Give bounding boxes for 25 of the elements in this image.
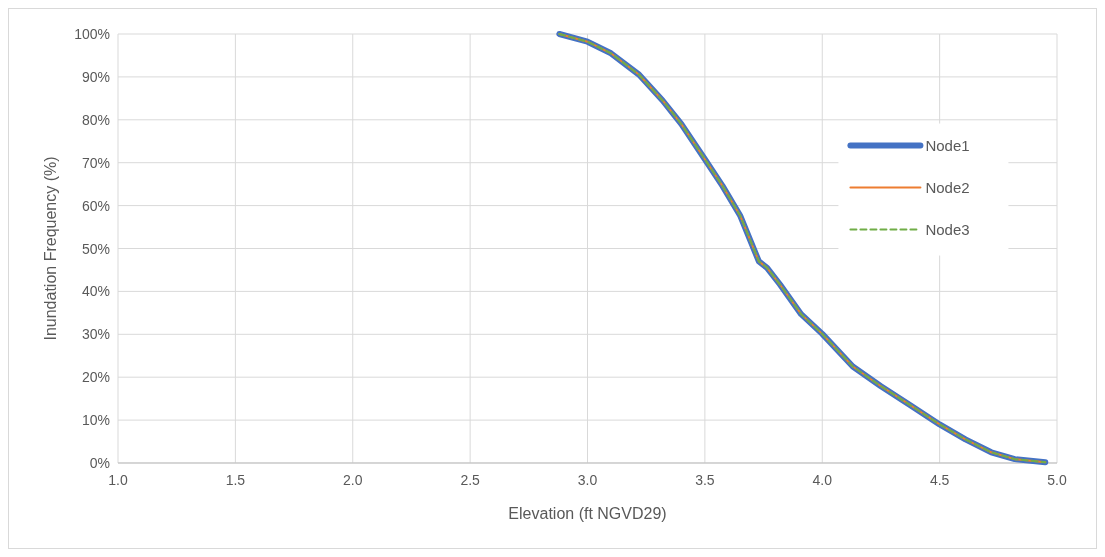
x-tick-label: 5.0 xyxy=(1047,472,1067,488)
x-tick-label: 4.0 xyxy=(812,472,833,488)
x-tick-label: 4.5 xyxy=(929,472,950,488)
legend-label: Node3 xyxy=(925,220,970,238)
x-tick-label: 1.5 xyxy=(225,472,246,488)
y-tick-label: 20% xyxy=(81,369,110,386)
legend-label: Node1 xyxy=(925,136,970,154)
x-tick-label: 2.5 xyxy=(460,472,481,488)
legend-label: Node2 xyxy=(925,178,970,196)
y-tick-label: 70% xyxy=(81,154,110,171)
y-tick-label: 50% xyxy=(81,240,110,257)
y-tick-label: 40% xyxy=(81,283,110,300)
y-tick-label: 30% xyxy=(81,326,110,343)
y-tick-label: 100% xyxy=(74,26,110,42)
y-axis-title: Inundation Frequency (%) xyxy=(42,156,59,341)
x-axis-title: Elevation (ft NGVD29) xyxy=(508,505,667,522)
y-tick-label: 0% xyxy=(89,455,110,471)
x-tick-label: 3.5 xyxy=(695,472,715,488)
y-tick-label: 60% xyxy=(81,197,110,214)
x-tick-label: 1.0 xyxy=(108,472,128,488)
y-tick-label: 90% xyxy=(81,68,110,85)
x-tick-label: 2.0 xyxy=(343,472,363,488)
y-tick-label: 80% xyxy=(81,111,110,128)
y-tick-label: 10% xyxy=(81,412,110,429)
x-tick-label: 3.0 xyxy=(577,472,598,488)
